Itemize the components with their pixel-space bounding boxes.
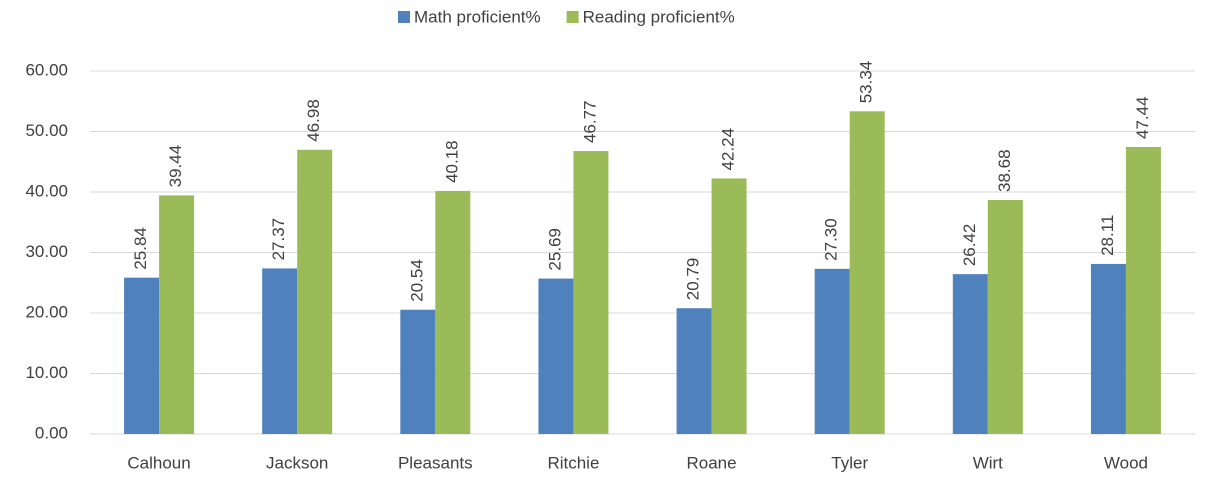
y-tick-label: 10.00 [25,363,68,382]
bar [400,309,436,434]
legend-label: Reading proficient% [583,7,735,26]
data-label: 47.44 [1133,96,1152,139]
bar [573,151,609,434]
bar [987,199,1023,434]
data-label: 27.37 [269,218,288,261]
data-label: 27.30 [822,218,841,261]
bar [849,111,885,434]
bar [297,149,333,434]
bar [711,178,747,434]
bar [538,278,574,434]
data-label: 46.77 [580,100,599,143]
legend-label: Math proficient% [414,7,541,26]
data-label: 25.84 [131,227,150,270]
x-tick-label: Jackson [266,453,328,472]
data-label: 39.44 [166,145,185,188]
legend-swatch [398,11,410,23]
data-label: 53.34 [857,61,876,104]
data-label: 38.68 [995,149,1014,192]
data-label: 25.69 [545,228,564,271]
y-tick-label: 50.00 [25,121,68,140]
y-tick-label: 30.00 [25,242,68,261]
data-label: 42.24 [719,128,738,171]
y-tick-label: 20.00 [25,302,68,321]
x-tick-label: Wirt [973,453,1003,472]
legend-swatch [566,11,579,23]
y-tick-label: 40.00 [25,181,68,200]
data-label: 20.79 [684,258,703,301]
data-label: 46.98 [304,99,323,142]
bar [435,190,471,434]
data-label: 20.54 [407,259,426,302]
y-tick-label: 60.00 [25,60,68,79]
x-tick-label: Wood [1104,453,1148,472]
bar [814,268,850,434]
bar [262,268,298,434]
bar [1125,146,1161,434]
bar [159,195,195,434]
bar [1090,263,1126,434]
data-label: 26.42 [960,224,979,267]
data-label: 40.18 [442,140,461,183]
y-tick-label: 0.00 [35,423,68,442]
x-tick-label: Roane [687,453,737,472]
x-tick-label: Calhoun [127,453,190,472]
x-tick-label: Pleasants [398,453,473,472]
bar [952,274,988,434]
bar [124,277,160,434]
bar [676,308,712,434]
x-tick-label: Tyler [831,453,868,472]
data-label: 28.11 [1098,215,1117,256]
x-tick-label: Ritchie [547,453,599,472]
